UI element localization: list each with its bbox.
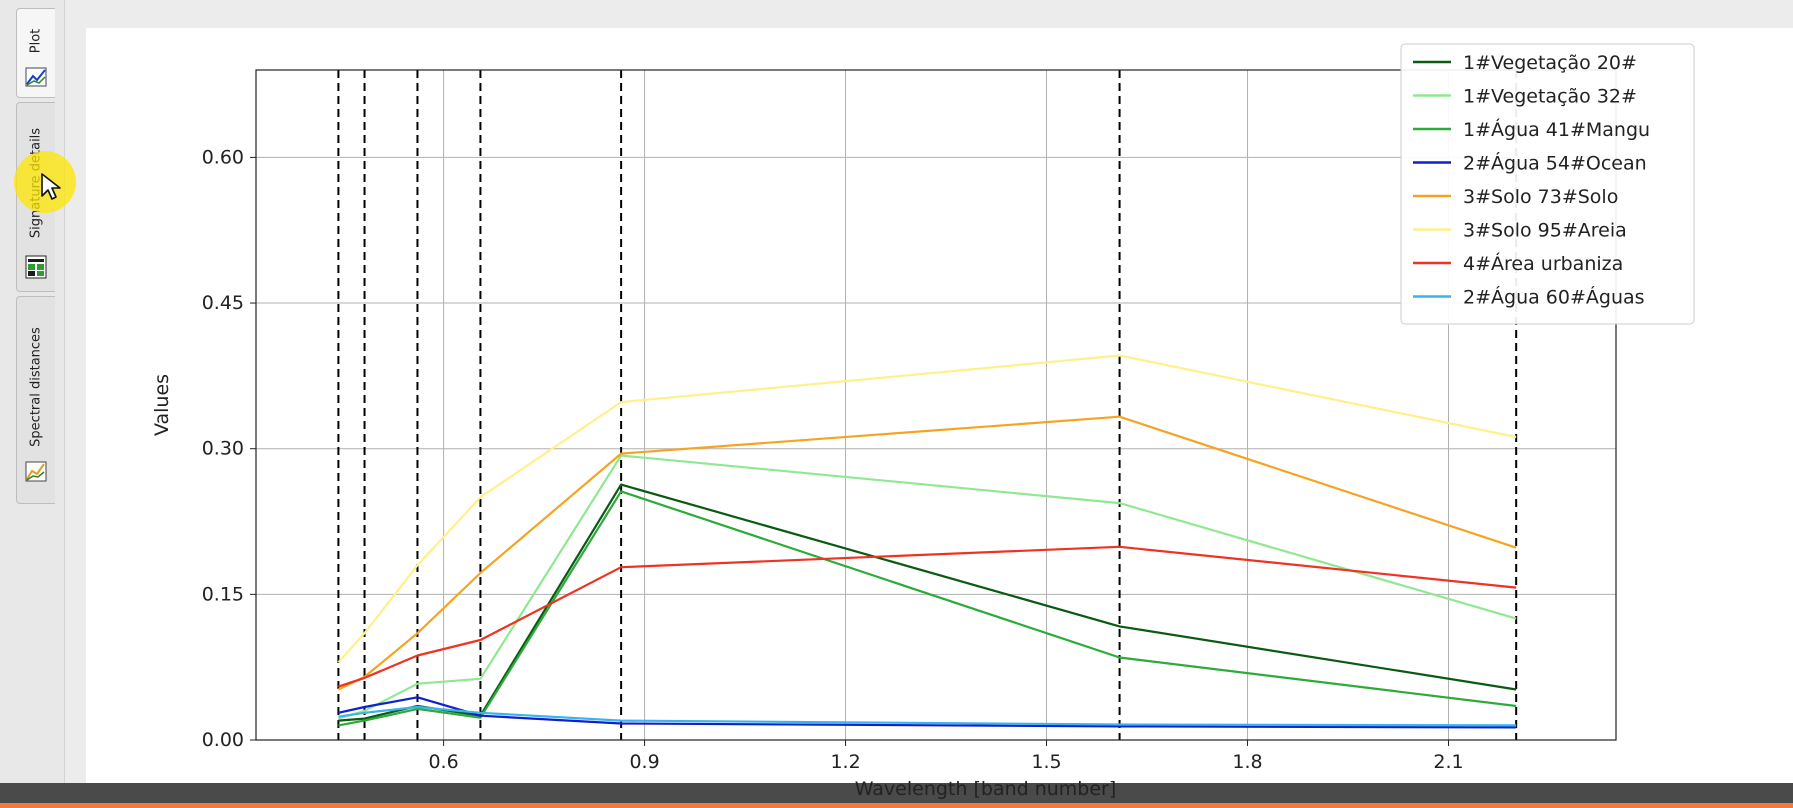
tab-plot[interactable]: Plot [16, 8, 55, 98]
series-line-2 [338, 454, 1517, 720]
legend-label: 1#Vegetação 32# [1463, 86, 1637, 108]
series-line-7 [338, 545, 1517, 688]
x-tick-label: 0.6 [428, 751, 458, 773]
tab-spectral-distances[interactable]: Spectral distances [16, 296, 55, 504]
x-tick-label: 2.1 [1433, 751, 1463, 773]
plot-icon [25, 67, 47, 91]
mouse-pointer-icon [40, 172, 64, 206]
spectral-distances-icon [25, 459, 47, 487]
y-tick-label: 0.60 [202, 146, 244, 168]
x-tick-label: 1.8 [1232, 751, 1262, 773]
x-tick-label: 1.5 [1031, 751, 1061, 773]
plot-area: 0.6 0.9 1.2 1.5 1.8 2.1 0.00 0.15 0.30 0.45 0.60 Va… [86, 28, 1793, 808]
y-tick-label: 0.00 [202, 729, 244, 751]
legend-label: 3#Solo 95#Areia [1463, 220, 1627, 242]
series-line-5 [337, 415, 1517, 691]
legend-label: 4#Área urbaniza [1463, 252, 1623, 275]
series-line-8 [338, 705, 1517, 727]
series-line-6 [337, 354, 1517, 664]
series-line-4 [338, 696, 1517, 729]
legend-label: 2#Água 54#Ocean [1463, 152, 1647, 175]
series-line-3 [338, 490, 1517, 727]
x-tick-label: 1.2 [830, 751, 860, 773]
y-axis-label: Values [151, 374, 173, 436]
y-tick-label: 0.30 [202, 438, 244, 460]
y-tick-label: 0.15 [202, 583, 244, 605]
y-tick-label: 0.45 [202, 292, 244, 314]
side-tab-bar: Plot Signature details Spectral distance… [0, 0, 65, 808]
legend-label: 3#Solo 73#Solo [1463, 186, 1618, 208]
tab-spectral-distances-label: Spectral distances [28, 327, 44, 447]
bottom-dock-bar [0, 783, 1793, 803]
plot-frame [255, 69, 1617, 741]
legend-label: 2#Água 60#Águas [1463, 286, 1645, 309]
signature-details-icon [25, 255, 47, 283]
tab-plot-label: Plot [28, 28, 44, 54]
legend-label: 1#Vegetação 20# [1463, 52, 1637, 74]
spectral-signature-chart: 0.6 0.9 1.2 1.5 1.8 2.1 0.00 0.15 0.30 0.45 0.60 Va… [151, 43, 1695, 773]
x-tick-label: 0.9 [629, 751, 659, 773]
legend-label: 1#Água 41#Mangu [1463, 118, 1650, 141]
legend-box [1400, 43, 1695, 325]
bottom-accent-strip [0, 803, 1793, 808]
